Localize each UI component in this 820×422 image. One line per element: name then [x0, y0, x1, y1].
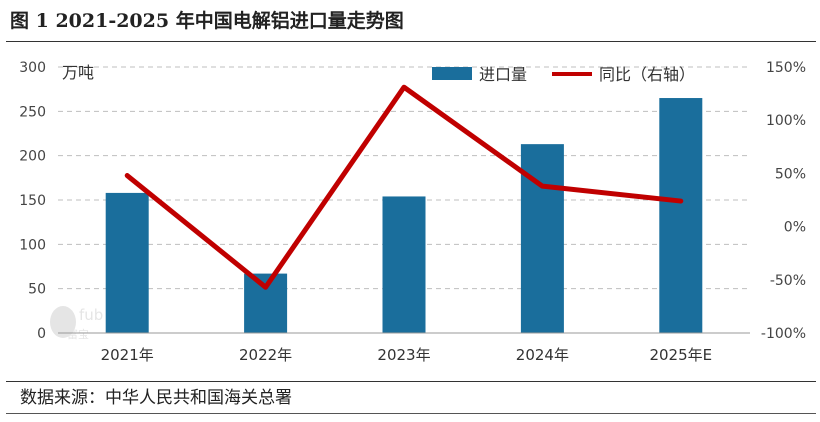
left-axis: 0 50 100 150 200 250 300 [19, 60, 46, 342]
left-tick-label: 0 [37, 326, 46, 342]
chart-title: 图 1 2021-2025 年中国电解铝进口量走势图 [10, 10, 404, 32]
left-tick-label: 200 [19, 149, 46, 165]
legend-bar-label: 进口量 [479, 65, 527, 84]
watermark-text: fub [79, 306, 103, 324]
legend: 进口量 同比（右轴） [432, 65, 695, 84]
right-tick-label: 0% [784, 220, 806, 236]
right-tick-label: 150% [766, 60, 806, 76]
category-label: 2021年 [101, 346, 154, 364]
watermark-leaf-icon [50, 306, 76, 338]
bar [105, 192, 149, 333]
category-label: 2022年 [239, 346, 292, 364]
legend-line-label: 同比（右轴） [599, 65, 695, 84]
bottom-divider [6, 413, 816, 414]
bar-series [105, 98, 703, 334]
source-divider [6, 381, 816, 382]
title-divider [6, 41, 816, 42]
category-label: 2025年E [649, 346, 712, 364]
left-tick-label: 100 [19, 237, 46, 253]
left-tick-label: 150 [19, 193, 46, 209]
left-tick-label: 300 [19, 60, 46, 76]
data-source: 数据来源：中华人民共和国海关总署 [20, 388, 292, 408]
left-axis-unit: 万吨 [62, 63, 94, 82]
right-tick-label: -50% [770, 273, 806, 289]
category-label: 2024年 [516, 346, 569, 364]
left-tick-label: 250 [19, 104, 46, 120]
right-tick-label: -100% [761, 326, 806, 342]
bar [659, 98, 703, 334]
watermark-text-cn: 富宝 [67, 327, 89, 341]
right-tick-label: 50% [775, 166, 806, 182]
category-label: 2023年 [377, 346, 430, 364]
right-axis: -100% -50% 0% 50% 100% 150% [761, 60, 806, 342]
bar [244, 273, 288, 333]
watermark-logo: fub 富宝 [50, 306, 103, 341]
line-series [124, 84, 684, 290]
category-axis: 2021年 2022年 2023年 2024年 2025年E [58, 332, 750, 364]
bar [382, 196, 426, 333]
left-tick-label: 50 [28, 282, 46, 298]
right-tick-label: 100% [766, 113, 806, 129]
legend-bar-swatch [432, 67, 472, 80]
